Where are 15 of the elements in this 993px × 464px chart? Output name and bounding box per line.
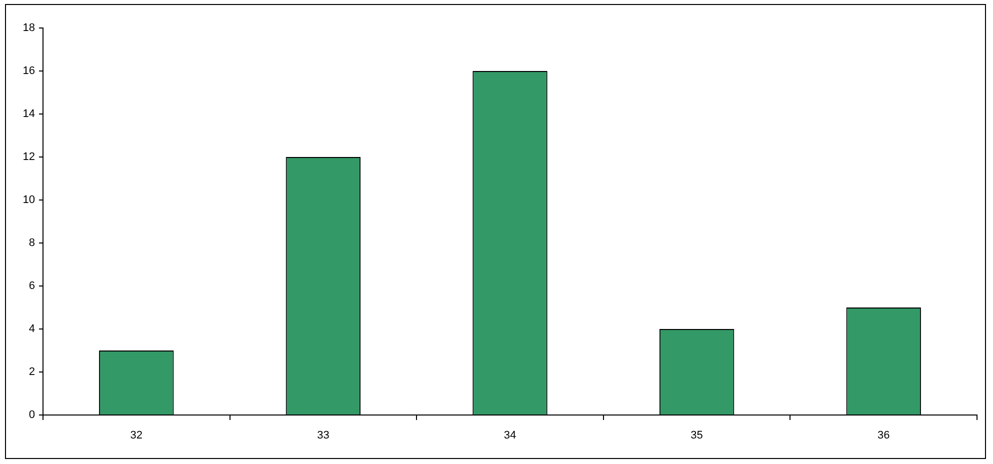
y-tick-label: 12 [22, 151, 35, 164]
x-tick-label: 32 [130, 430, 143, 442]
y-tick-label: 10 [22, 194, 35, 206]
y-tick-label: 8 [28, 237, 35, 250]
y-tick-label: 6 [28, 280, 35, 292]
y-tick-label: 0 [28, 409, 35, 422]
y-tick-label: 4 [28, 323, 35, 336]
x-tick-label: 34 [504, 430, 516, 442]
x-tick-label: 33 [317, 430, 330, 442]
y-tick-label: 16 [22, 65, 35, 78]
x-tick-label: 36 [877, 430, 890, 442]
y-tick-label: 2 [28, 366, 35, 378]
y-tick-label: 14 [22, 108, 35, 120]
y-tick-label: 18 [22, 22, 35, 34]
x-tick-label: 35 [690, 430, 703, 442]
